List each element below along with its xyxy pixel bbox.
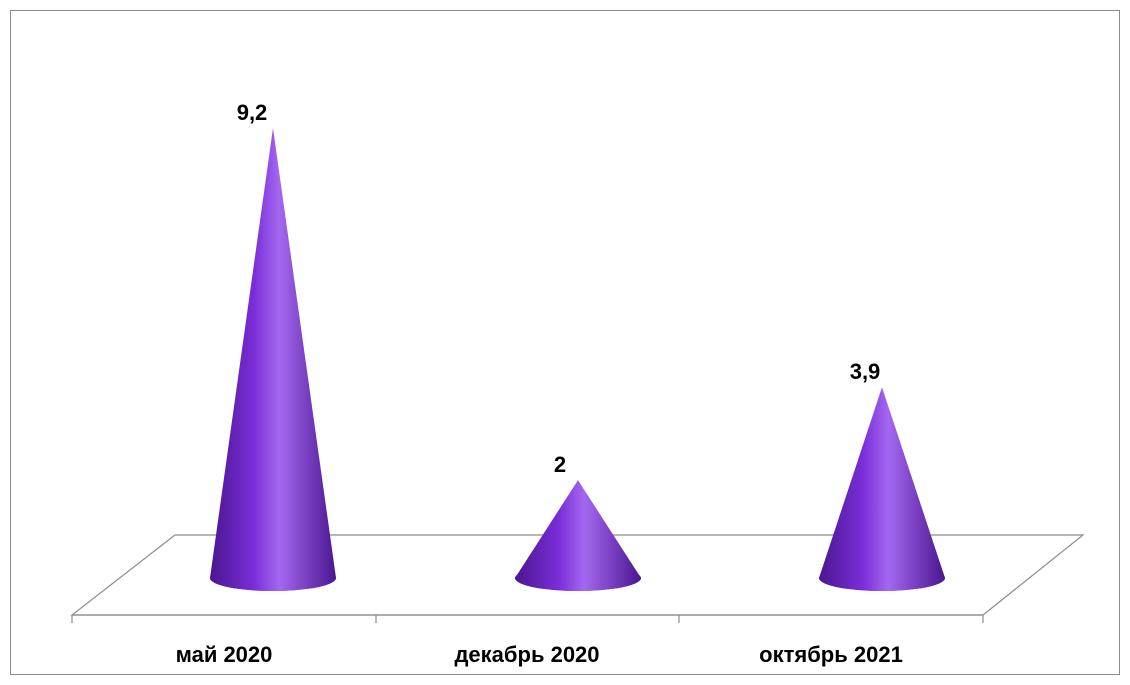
x-tick-label: май 2020 bbox=[176, 642, 273, 667]
cone-bar bbox=[819, 387, 945, 591]
cone-body bbox=[515, 480, 641, 591]
data-label: 2 bbox=[554, 452, 566, 477]
cone-body bbox=[210, 128, 336, 591]
x-tick-label: декабрь 2020 bbox=[454, 642, 599, 667]
cones-layer bbox=[210, 128, 945, 591]
cone-bar bbox=[210, 128, 336, 591]
data-label: 3,9 bbox=[850, 359, 881, 384]
labels-layer: 9,2 май 2020 2 декабрь 2020 3,9 октябрь 2021 bbox=[176, 100, 903, 667]
data-label: 9,2 bbox=[237, 100, 268, 125]
cone-bar bbox=[515, 480, 641, 591]
cone-body bbox=[819, 387, 945, 591]
x-axis bbox=[71, 614, 984, 623]
x-tick-label: октябрь 2021 bbox=[759, 642, 903, 667]
